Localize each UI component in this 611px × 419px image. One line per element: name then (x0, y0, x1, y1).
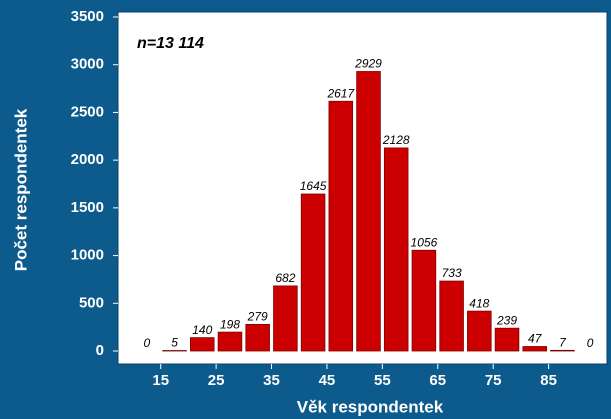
value-label: 2617 (326, 86, 355, 100)
bar (328, 100, 354, 352)
x-tick-label: 75 (485, 372, 502, 389)
value-label: 5 (171, 336, 178, 350)
bar (273, 285, 298, 352)
bar (300, 193, 326, 352)
value-label: 682 (275, 271, 295, 285)
y-tick-label: 3500 (71, 8, 104, 25)
bar (356, 71, 381, 352)
x-tick-label: 25 (208, 372, 225, 389)
bar (245, 323, 270, 352)
value-label: 2128 (382, 133, 410, 147)
value-label: 0 (587, 336, 594, 350)
value-label: 47 (528, 332, 543, 346)
y-tick-label: 500 (79, 294, 104, 311)
bar (467, 310, 492, 352)
x-tick-label: 55 (374, 372, 391, 389)
value-label: 198 (220, 317, 240, 331)
value-label: 2929 (354, 57, 382, 71)
bar (494, 327, 520, 352)
x-tick-label: 85 (540, 372, 557, 389)
value-label: 140 (192, 323, 212, 337)
x-tick-label: 65 (429, 372, 446, 389)
value-label: 0 (144, 336, 151, 350)
value-label: 279 (247, 310, 268, 324)
value-label: 1056 (411, 235, 438, 249)
value-label: 733 (442, 266, 462, 280)
value-label: 7 (559, 336, 567, 350)
y-tick-label: 1500 (71, 199, 104, 216)
x-axis-label: Věk respondentek (297, 397, 444, 416)
value-label: 1645 (300, 179, 327, 193)
bar (522, 346, 547, 352)
y-axis-label: Počet respondentek (11, 108, 30, 271)
y-tick-label: 2500 (71, 103, 104, 120)
x-tick-label: 15 (152, 372, 169, 389)
x-tick-label: 35 (263, 372, 280, 389)
bar (383, 147, 409, 352)
y-tick-label: 0 (96, 342, 104, 359)
y-tick-label: 1000 (71, 247, 104, 264)
bar (439, 280, 464, 352)
bar (411, 249, 437, 352)
annotation: n=13 114 (137, 35, 204, 52)
value-label: 239 (496, 313, 517, 327)
bar (550, 349, 575, 352)
bar (190, 337, 215, 352)
y-tick-label: 3000 (71, 56, 104, 73)
x-tick-label: 45 (319, 372, 336, 389)
y-tick-label: 2000 (71, 151, 104, 168)
bar (217, 331, 243, 352)
value-label: 418 (469, 296, 489, 310)
